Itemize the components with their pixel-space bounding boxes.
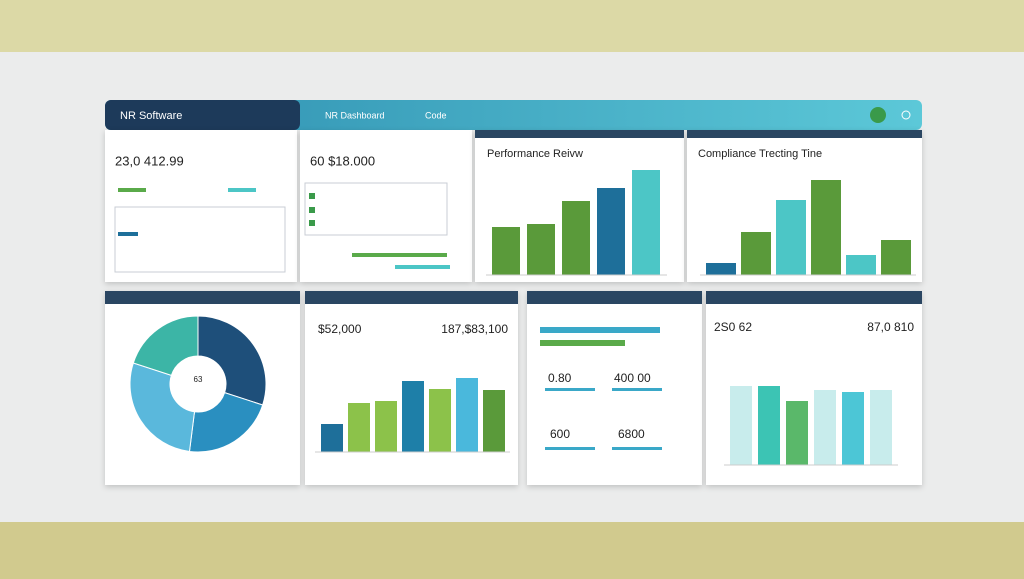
donut-segment bbox=[129, 362, 196, 453]
metric: 0.80 bbox=[548, 371, 572, 385]
bar bbox=[730, 386, 752, 465]
bar bbox=[527, 224, 555, 275]
bar bbox=[492, 227, 520, 275]
kpi-value: 187,$83,100 bbox=[441, 322, 508, 336]
nav-tab[interactable]: NR Dashboard bbox=[325, 110, 385, 120]
kpi-value: $52,000 bbox=[318, 322, 362, 336]
mini-table bbox=[114, 206, 286, 273]
bar bbox=[786, 401, 808, 465]
bar bbox=[348, 403, 370, 452]
progress-bar bbox=[540, 327, 660, 333]
bar bbox=[846, 255, 876, 275]
summary-value: 23,0 412.99 bbox=[115, 153, 184, 168]
settings-icon[interactable] bbox=[901, 110, 911, 120]
bottom-band bbox=[0, 522, 1024, 579]
metric: 600 bbox=[550, 427, 570, 441]
bar bbox=[814, 390, 836, 465]
bar bbox=[881, 240, 911, 275]
legend-swatch bbox=[118, 188, 146, 192]
bar bbox=[402, 381, 424, 452]
bar bbox=[776, 200, 806, 275]
progress-bar bbox=[395, 265, 450, 269]
bar bbox=[870, 390, 892, 465]
metric-bar bbox=[612, 447, 662, 450]
list-icon bbox=[309, 220, 315, 226]
kpi-value: 2S0 62 bbox=[714, 320, 752, 334]
panel-header bbox=[305, 291, 518, 304]
mini-list bbox=[304, 182, 448, 236]
chart-title: Compliance Trecting Tine bbox=[698, 148, 822, 160]
bar bbox=[456, 378, 478, 452]
bar bbox=[842, 392, 864, 465]
metric-bar bbox=[612, 388, 662, 391]
bar bbox=[483, 390, 505, 452]
list-icon bbox=[309, 193, 315, 199]
nav-bar bbox=[105, 100, 922, 130]
brand-bar bbox=[105, 100, 300, 130]
panel-header bbox=[475, 130, 684, 138]
kpi-value: 87,0 810 bbox=[867, 320, 914, 334]
bar bbox=[597, 188, 625, 275]
nav-tab[interactable]: Code bbox=[425, 110, 447, 120]
panel-header bbox=[105, 291, 300, 304]
bar bbox=[758, 386, 780, 465]
panel bbox=[105, 130, 297, 282]
metric-bar bbox=[545, 388, 595, 391]
brand[interactable]: NR Software bbox=[120, 110, 182, 122]
panel-header bbox=[706, 291, 922, 304]
donut-hole bbox=[170, 356, 226, 412]
progress-bar bbox=[352, 253, 447, 257]
panel-header bbox=[527, 291, 702, 304]
legend-swatch bbox=[228, 188, 256, 192]
metric: 6800 bbox=[618, 427, 645, 441]
list-icon bbox=[309, 207, 315, 213]
bar bbox=[321, 424, 343, 452]
metric: 400 00 bbox=[614, 371, 651, 385]
summary-value: 60 $18.000 bbox=[310, 153, 375, 168]
metric-bar bbox=[545, 447, 595, 450]
bar bbox=[375, 401, 397, 452]
table-marker bbox=[118, 232, 138, 236]
bar bbox=[811, 180, 841, 275]
avatar[interactable] bbox=[870, 107, 886, 123]
bar bbox=[429, 389, 451, 452]
bar bbox=[632, 170, 660, 275]
panel-header bbox=[687, 130, 922, 138]
chart-title: Performance Reivw bbox=[487, 148, 583, 160]
progress-bar bbox=[540, 340, 625, 346]
top-band bbox=[0, 0, 1024, 52]
bar bbox=[706, 263, 736, 275]
donut-label: 63 bbox=[194, 375, 203, 384]
bar bbox=[741, 232, 771, 275]
bar bbox=[562, 201, 590, 275]
